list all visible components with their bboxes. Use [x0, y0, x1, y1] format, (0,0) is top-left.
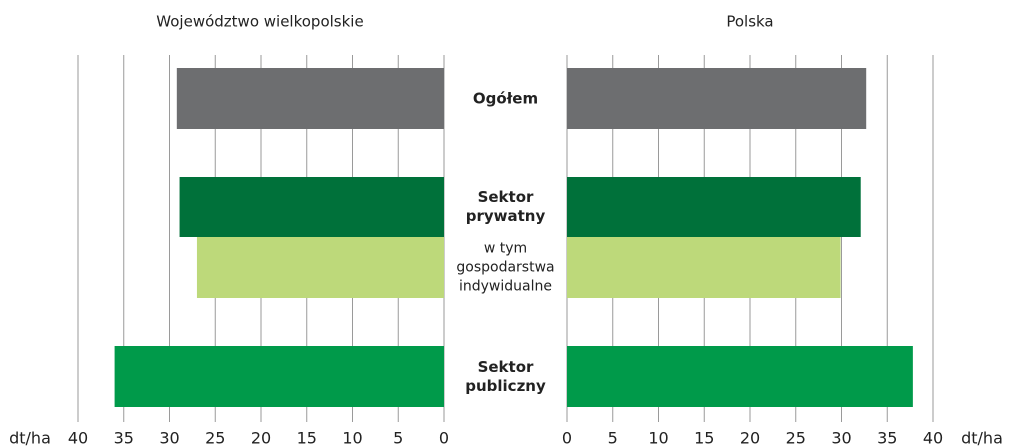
category-label: Ogółem: [472, 89, 539, 107]
bar: [567, 346, 913, 407]
bar: [567, 237, 841, 298]
chart-title: Polska: [726, 13, 773, 31]
x-tick-label: 15: [694, 429, 714, 448]
category-label: Sektor prywatny: [465, 188, 546, 225]
x-tick-label: 0: [562, 429, 572, 448]
bar: [196, 237, 444, 298]
x-tick-label: 25: [786, 429, 806, 448]
bar: [567, 68, 867, 129]
x-tick-label: 40: [923, 429, 943, 448]
x-axis-label: dt/ha: [9, 429, 51, 448]
bar: [179, 177, 444, 237]
bar: [114, 346, 444, 407]
x-tick-label: 35: [877, 429, 897, 448]
x-tick-label: 5: [608, 429, 618, 448]
bar: [567, 177, 861, 237]
x-axis-label: dt/ha: [961, 429, 1003, 448]
x-tick-label: 5: [393, 429, 403, 448]
x-tick-label: 35: [114, 429, 134, 448]
x-tick-label: 10: [342, 429, 362, 448]
category-label: w tym gospodarstwa indywidualne: [456, 240, 555, 295]
x-tick-label: 25: [205, 429, 225, 448]
x-tick-label: 30: [831, 429, 851, 448]
x-tick-label: 15: [297, 429, 317, 448]
x-tick-label: 10: [648, 429, 668, 448]
x-tick-label: 20: [251, 429, 271, 448]
x-tick-label: 30: [159, 429, 179, 448]
category-label: Sektor publiczny: [465, 357, 546, 395]
bar: [176, 68, 444, 129]
chart-title: Województwo wielkopolskie: [156, 13, 363, 31]
x-tick-label: 20: [740, 429, 760, 448]
x-tick-label: 40: [68, 429, 88, 448]
x-tick-label: 0: [439, 429, 449, 448]
